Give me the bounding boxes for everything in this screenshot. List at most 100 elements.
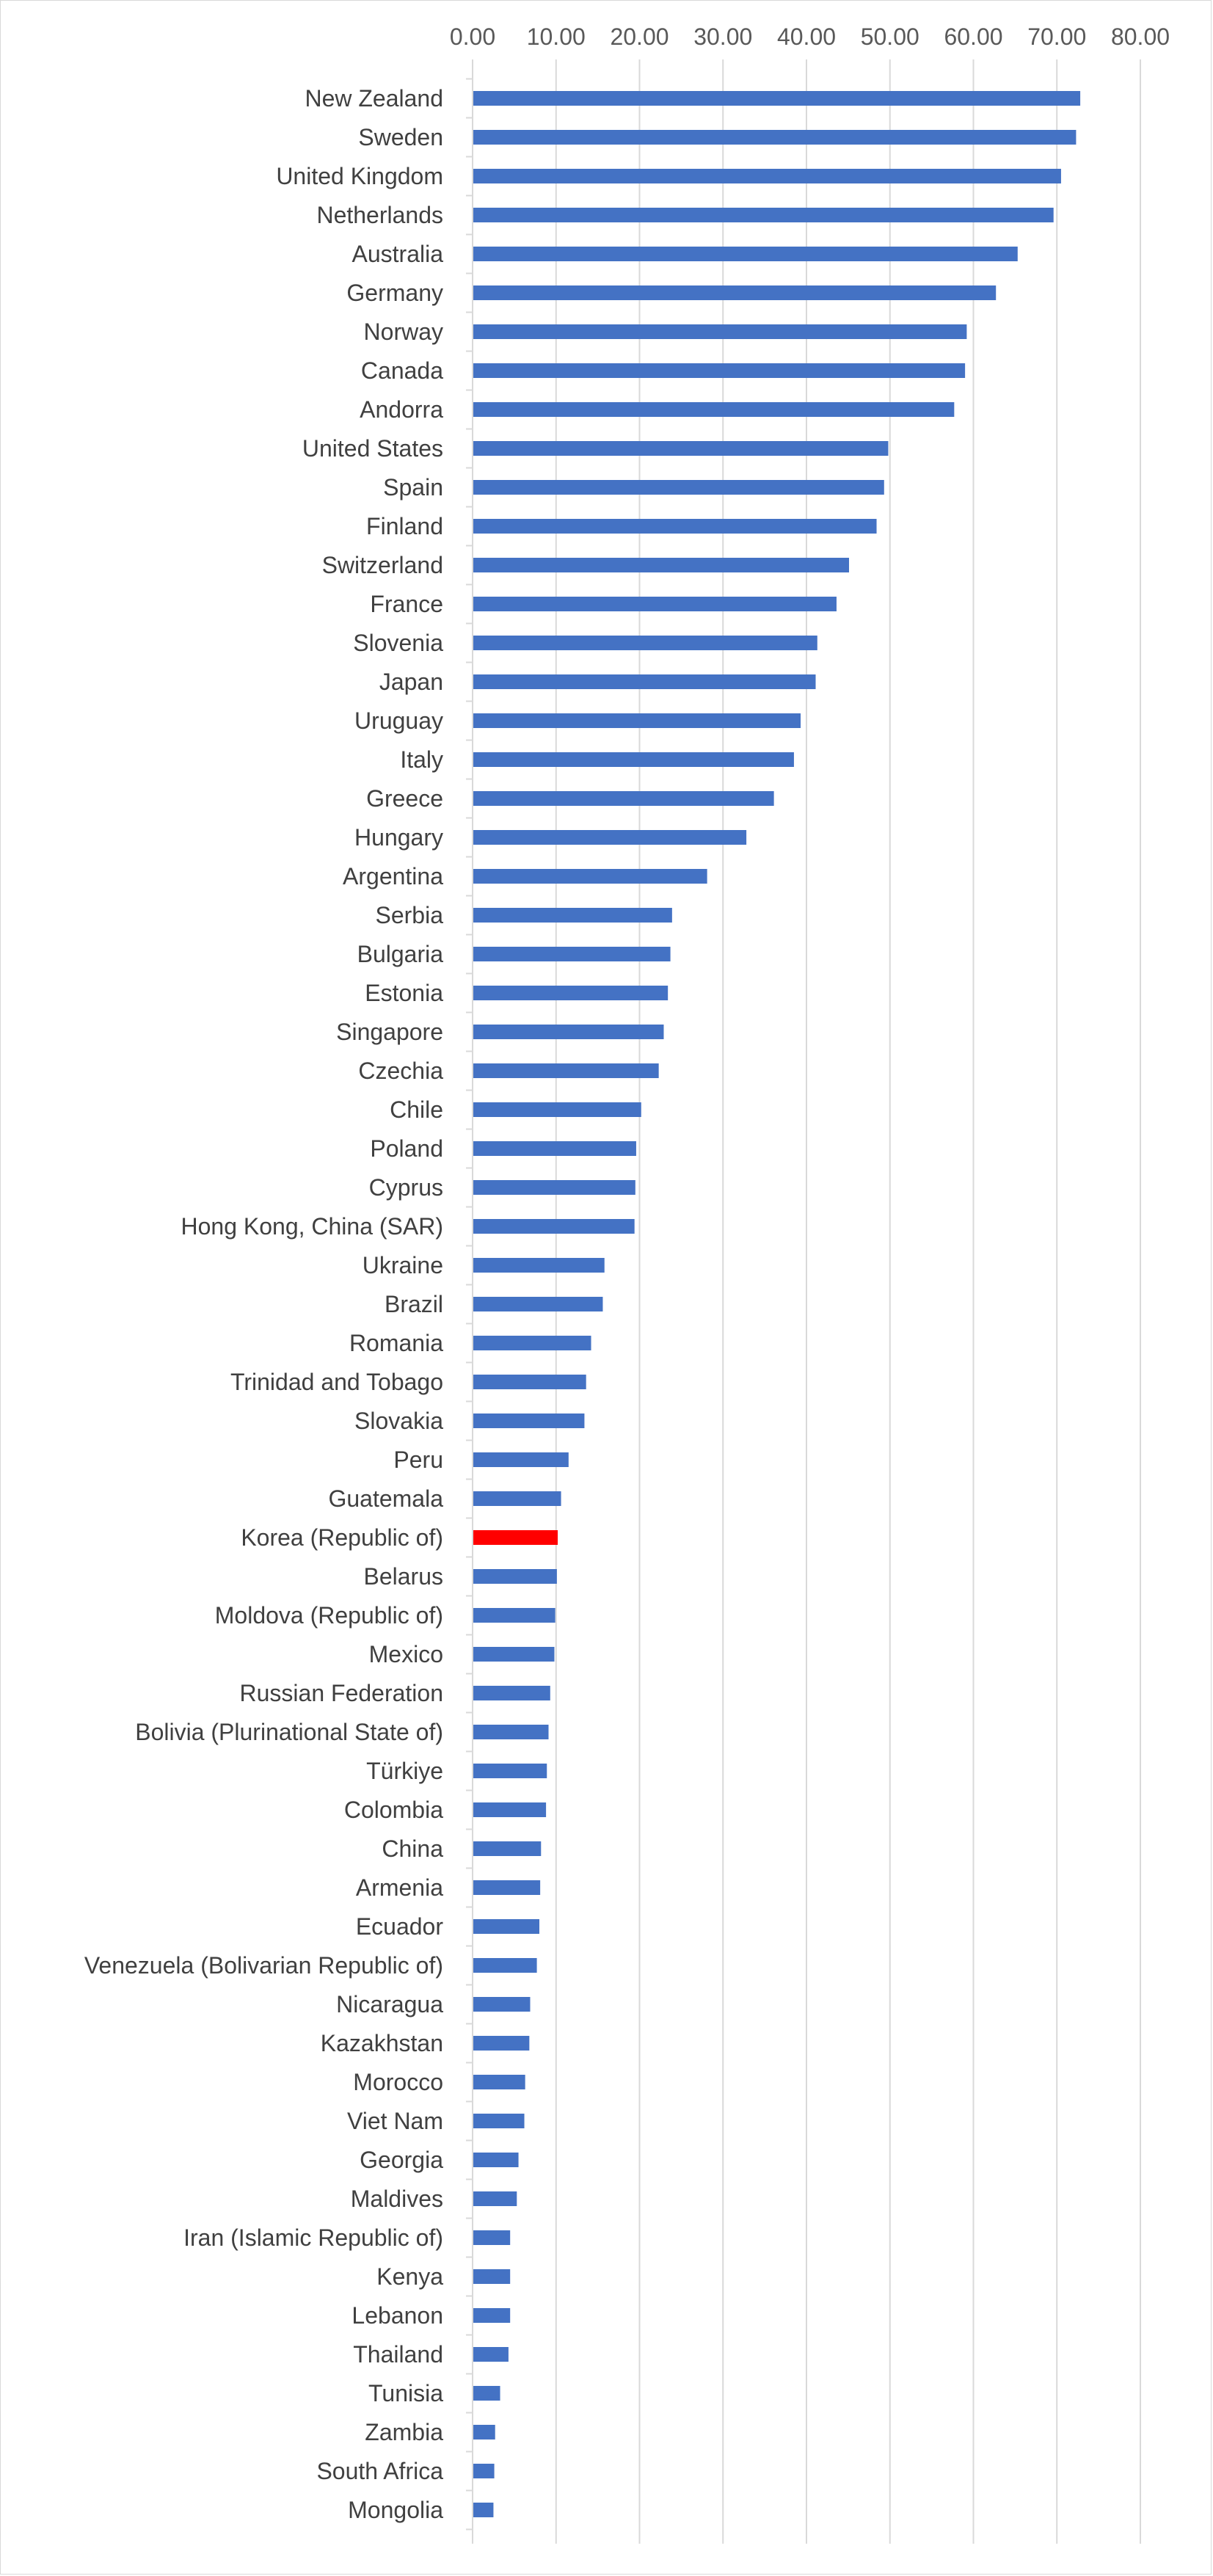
category-label: Peru — [393, 1447, 443, 1473]
category-label: Kazakhstan — [321, 2030, 443, 2056]
bar — [473, 1180, 635, 1195]
category-label: Iran (Islamic Republic of) — [183, 2224, 443, 2251]
category-label: Morocco — [353, 2069, 443, 2095]
bar — [473, 2114, 525, 2128]
category-label: Belarus — [364, 1563, 444, 1590]
bar — [473, 1413, 585, 1428]
category-label: Uruguay — [354, 707, 443, 734]
category-label: Kenya — [376, 2263, 443, 2290]
category-label: Australia — [352, 241, 444, 267]
category-label: Estonia — [365, 980, 443, 1006]
bar — [473, 1997, 531, 2012]
bar — [473, 1530, 558, 1545]
category-label: Ukraine — [363, 1252, 443, 1278]
bar — [473, 1841, 542, 1856]
bar — [473, 1025, 664, 1039]
bar — [473, 480, 884, 495]
bar — [473, 130, 1077, 145]
bar — [473, 2153, 519, 2167]
bar — [473, 208, 1054, 222]
category-label: Norway — [364, 319, 443, 345]
bar — [473, 169, 1061, 183]
bar — [473, 986, 669, 1000]
bar — [473, 1219, 635, 1234]
bar — [473, 752, 794, 767]
category-label: Poland — [370, 1135, 443, 1162]
category-label: Singapore — [336, 1019, 443, 1045]
bar — [473, 402, 955, 417]
category-label: Venezuela (Bolivarian Republic of) — [84, 1952, 443, 1979]
x-tick-label: 60.00 — [944, 23, 1002, 50]
category-label: Ecuador — [356, 1913, 444, 1940]
x-tick-label: 10.00 — [527, 23, 586, 50]
category-label: Netherlands — [316, 202, 443, 228]
bar — [473, 1258, 605, 1273]
category-label: Brazil — [385, 1291, 443, 1317]
gridlines — [466, 59, 1141, 2544]
category-label: Colombia — [344, 1797, 443, 1823]
x-tick-label: 20.00 — [610, 23, 669, 50]
bar — [473, 1686, 550, 1700]
category-label: Mexico — [369, 1641, 443, 1667]
bar — [473, 1764, 547, 1778]
category-label: Slovakia — [354, 1408, 443, 1434]
x-tick-label: 70.00 — [1027, 23, 1086, 50]
bar — [473, 1297, 603, 1311]
category-label: Hungary — [354, 824, 443, 851]
category-label: Trinidad and Tobago — [230, 1369, 443, 1395]
bar — [473, 558, 850, 572]
category-label: Switzerland — [322, 552, 443, 578]
bar — [473, 363, 966, 378]
category-label: South Africa — [316, 2458, 443, 2484]
category-label: Maldives — [351, 2186, 443, 2212]
bar — [473, 1102, 641, 1117]
bar — [473, 2230, 511, 2245]
category-label: United Kingdom — [276, 163, 443, 189]
x-tick-label: 40.00 — [777, 23, 836, 50]
bar — [473, 1802, 547, 1817]
category-label: Finland — [366, 513, 443, 539]
bar — [473, 2464, 495, 2478]
category-label: Greece — [366, 785, 443, 812]
bar — [473, 597, 837, 611]
category-label: Serbia — [376, 902, 444, 928]
bar — [473, 1141, 636, 1156]
bar — [473, 441, 889, 456]
category-label: Argentina — [343, 863, 443, 889]
bar — [473, 1647, 555, 1662]
category-label: Armenia — [356, 1874, 443, 1901]
bar — [473, 1336, 591, 1350]
bar — [473, 713, 801, 728]
category-label: Moldova (Republic of) — [215, 1602, 443, 1629]
bar — [473, 636, 817, 650]
category-label: Japan — [379, 669, 443, 695]
category-label: Russian Federation — [240, 1680, 443, 1706]
category-label: Nicaragua — [336, 1991, 443, 2017]
bar — [473, 285, 997, 300]
category-label: Andorra — [360, 396, 443, 423]
category-label: Slovenia — [353, 630, 443, 656]
bar — [473, 519, 877, 534]
bar — [473, 1958, 537, 1973]
bar — [473, 947, 671, 961]
bar — [473, 674, 816, 689]
bar — [473, 1063, 659, 1078]
category-label: United States — [302, 435, 443, 462]
x-axis-ticks: 0.00 10.00 20.00 30.00 40.00 50.00 60.00 70.00 8… — [450, 23, 1170, 50]
category-label: Korea (Republic of) — [241, 1524, 443, 1551]
bar — [473, 2191, 517, 2206]
category-label: Georgia — [360, 2147, 443, 2173]
category-label: Hong Kong, China (SAR) — [181, 1213, 443, 1240]
category-label: Thailand — [353, 2341, 443, 2368]
bar — [473, 1880, 541, 1895]
category-label: Czechia — [358, 1058, 443, 1084]
category-label: Italy — [400, 746, 443, 773]
category-label: Bolivia (Plurinational State of) — [135, 1719, 443, 1745]
category-label: Germany — [346, 280, 443, 306]
bar — [473, 1491, 561, 1506]
bar — [473, 2308, 511, 2323]
bar — [473, 1608, 555, 1623]
bars — [473, 91, 1081, 2517]
bar — [473, 2503, 494, 2517]
